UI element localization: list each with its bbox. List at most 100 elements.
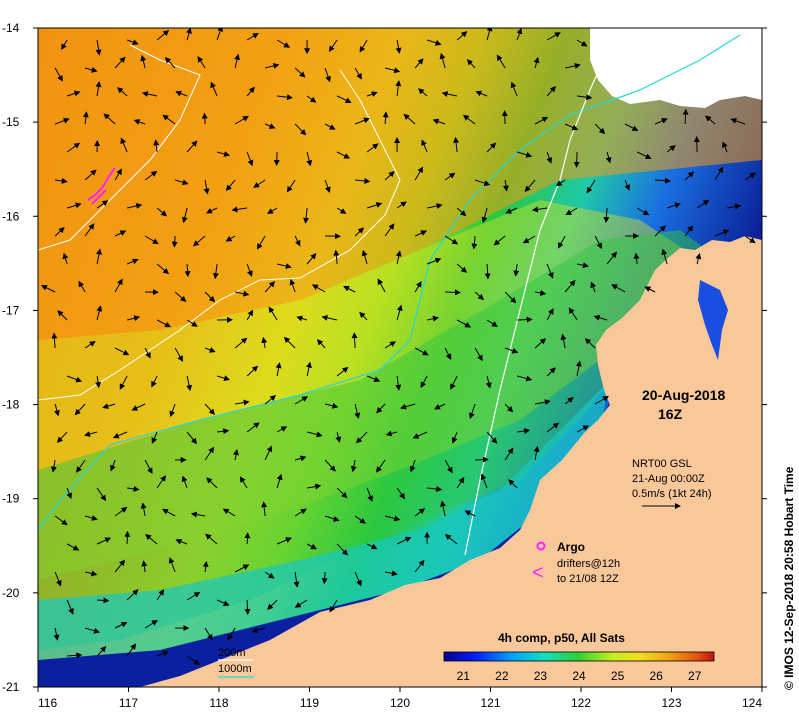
lon-tick-label: 116 — [38, 696, 57, 710]
current-vector — [336, 95, 352, 103]
current-vector — [156, 207, 168, 217]
current-vector — [294, 67, 306, 78]
current-vector — [466, 59, 476, 69]
current-vector — [462, 114, 476, 125]
current-vector — [140, 502, 147, 517]
current-vector — [427, 486, 443, 493]
current-vector — [517, 428, 531, 434]
current-vector — [576, 425, 590, 433]
current-vector — [246, 32, 259, 41]
current-vector — [481, 207, 488, 224]
current-vector — [546, 422, 560, 433]
current-vector — [175, 90, 188, 97]
current-vector — [144, 170, 158, 181]
current-vector — [605, 151, 612, 164]
current-vector — [584, 338, 596, 349]
current-vector — [82, 111, 89, 125]
current-vector — [294, 455, 307, 462]
current-vector — [144, 619, 158, 629]
current-vector — [264, 281, 276, 293]
current-vector — [400, 403, 416, 410]
current-vector — [67, 652, 83, 659]
current-vector — [156, 29, 170, 41]
current-vector — [264, 62, 280, 69]
current-vector — [714, 166, 724, 181]
current-vector — [84, 223, 95, 237]
current-vector — [244, 599, 251, 616]
current-vector — [426, 39, 442, 46]
current-vector — [151, 431, 158, 444]
current-vector — [144, 347, 151, 359]
current-vector — [95, 375, 102, 389]
current-vector — [164, 56, 176, 69]
current-vector — [484, 263, 491, 280]
current-vector — [522, 235, 536, 244]
current-vector — [306, 95, 317, 103]
current-vector — [534, 338, 547, 349]
current-vector — [251, 627, 266, 634]
colorbar-tick-label: 21 — [457, 669, 471, 683]
lon-tick-label: 119 — [300, 696, 319, 710]
current-vector — [744, 172, 756, 181]
current-vector — [311, 284, 326, 293]
current-vector — [222, 508, 236, 517]
drifters-label-1: drifters@12h — [557, 558, 620, 570]
current-vector — [56, 431, 68, 444]
current-vector — [414, 347, 429, 356]
current-vector — [66, 543, 80, 551]
current-vector — [306, 431, 323, 438]
colorbar-tick-label: 22 — [495, 669, 509, 683]
no-data-region — [590, 28, 762, 108]
current-vector — [384, 341, 397, 349]
current-vector — [396, 201, 407, 209]
current-vector — [114, 347, 130, 356]
lat-tick-label: -21 — [2, 680, 20, 694]
current-vector — [74, 403, 86, 416]
current-vector — [573, 151, 580, 168]
current-vector — [234, 53, 240, 69]
lon-tick-label: 122 — [571, 696, 591, 710]
current-vector — [396, 304, 403, 321]
current-vector — [186, 319, 198, 327]
current-vector — [41, 285, 56, 293]
current-vector — [336, 366, 349, 377]
colorbar-ticks: 21 22 23 24 25 26 27 — [457, 669, 702, 683]
drifters-label-2: to 21/08 12Z — [557, 573, 619, 585]
current-vector — [276, 263, 292, 269]
colorbar-tick-label: 23 — [534, 669, 548, 683]
current-vector — [354, 515, 366, 524]
current-vector — [162, 508, 176, 517]
current-vector — [606, 251, 618, 265]
cool-water — [38, 380, 610, 687]
current-vector — [336, 151, 351, 159]
current-vector — [54, 571, 62, 587]
current-vector — [156, 475, 166, 489]
lat-tick-label: -17 — [2, 303, 20, 317]
current-vector — [475, 90, 488, 97]
current-vector — [275, 362, 282, 377]
current-vector — [57, 310, 68, 321]
current-vector — [361, 249, 368, 265]
current-vector — [354, 403, 361, 419]
current-vector — [276, 39, 291, 48]
current-vector — [131, 403, 146, 411]
current-vector — [197, 56, 206, 69]
current-vector — [141, 560, 148, 573]
current-vector — [565, 207, 578, 216]
map-time: 16Z — [658, 406, 683, 422]
current-vector — [114, 168, 122, 181]
current-vector — [283, 336, 296, 349]
current-vector — [203, 179, 210, 195]
lat-tick-label: -19 — [2, 492, 20, 506]
current-vector — [169, 403, 176, 418]
current-vector — [350, 459, 357, 473]
current-vector — [324, 515, 340, 522]
current-vector — [382, 111, 389, 125]
current-vector — [586, 179, 596, 194]
current-vector — [684, 171, 695, 181]
current-vector — [156, 319, 171, 328]
current-vector — [546, 85, 556, 97]
current-vector — [206, 477, 218, 489]
current-vector — [535, 399, 551, 406]
